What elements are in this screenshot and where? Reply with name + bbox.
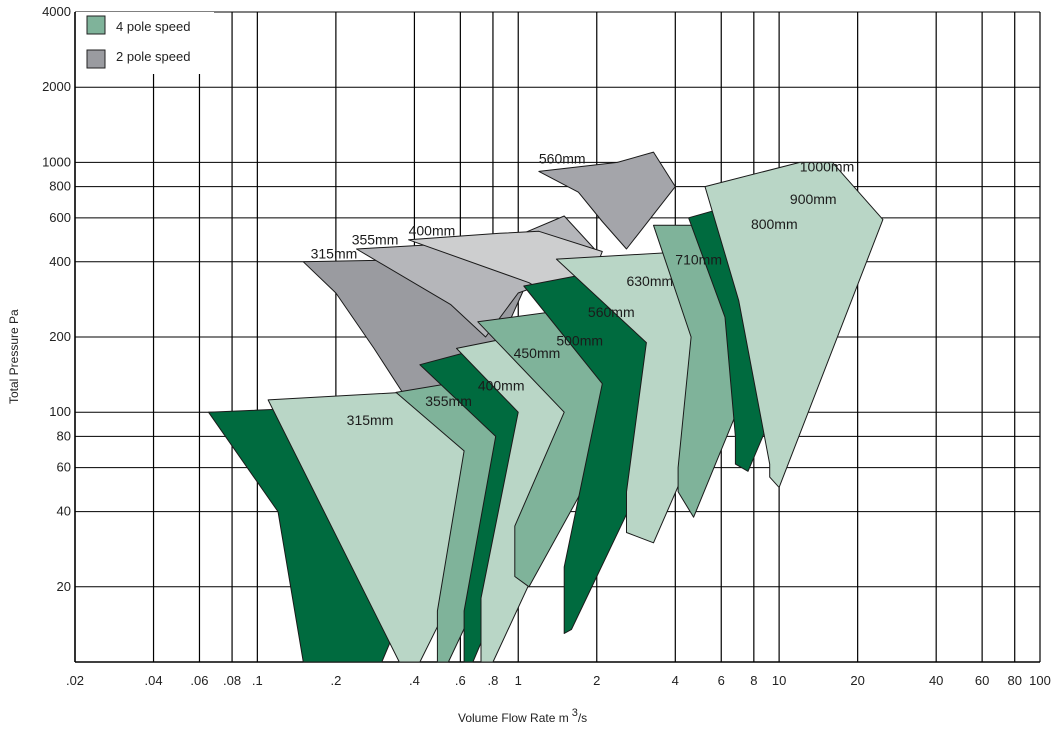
y-tick-label-40: 40 [57, 504, 71, 519]
x-tick-label-60: 60 [975, 673, 989, 688]
x-tick-label-8: .8 [488, 673, 499, 688]
x-tick-label-6: 6 [718, 673, 725, 688]
label-4-pole-speed-630mm: 630mm [626, 273, 673, 289]
label-4-pole-speed-450mm: 450mm [514, 345, 561, 361]
y-tick-label-4000: 4000 [42, 4, 71, 19]
x-tick-label-02: .02 [66, 673, 84, 688]
x-tick-label-4: .4 [409, 673, 420, 688]
label-2-pole-speed-315mm: 315mm [311, 246, 358, 262]
x-axis-title-superscript: 3 [572, 707, 578, 719]
legend-label-4-pole: 4 pole speed [116, 19, 190, 34]
label-4-pole-speed-1000mm: 1000mm [800, 158, 854, 174]
x-tick-label-1: .1 [252, 673, 263, 688]
legend-swatch-2-pole [86, 49, 106, 69]
x-axis-title: Volume Flow Rate m 3/s [458, 707, 587, 725]
legend-label-2-pole: 2 pole speed [116, 49, 190, 64]
legend: 4 pole speed 2 pole speed [76, 12, 214, 74]
label-2-pole-speed-400mm: 400mm [409, 222, 456, 238]
x-tick-label-10: 10 [772, 673, 786, 688]
performance-areas [208, 151, 884, 663]
label-4-pole-speed-900mm: 900mm [790, 191, 837, 207]
label-4-pole-speed-400mm: 400mm [478, 378, 525, 394]
x-axis-title-suffix: /s [578, 711, 587, 725]
x-tick-label-8: 8 [750, 673, 757, 688]
y-tick-label-60: 60 [57, 460, 71, 475]
y-tick-label-800: 800 [49, 179, 71, 194]
area-4-pole-speed-1000mm [704, 161, 884, 488]
x-tick-label-100: 100 [1029, 673, 1051, 688]
area-2-pole-speed-560mm [538, 151, 676, 250]
label-4-pole-speed-315mm: 315mm [347, 412, 394, 428]
x-tick-label-4: 4 [672, 673, 679, 688]
x-tick-label-06: .06 [190, 673, 208, 688]
y-tick-label-100: 100 [49, 404, 71, 419]
y-tick-label-200: 200 [49, 329, 71, 344]
y-tick-label-20: 20 [57, 579, 71, 594]
y-tick-labels: 20 40 60 80 100 200 400 600 800 1000 2000 4000 [42, 4, 71, 594]
y-tick-label-80: 80 [57, 428, 71, 443]
x-tick-label-1: 1 [515, 673, 522, 688]
y-tick-label-2000: 2000 [42, 79, 71, 94]
x-tick-label-80: 80 [1007, 673, 1021, 688]
x-tick-label-04: .04 [144, 673, 162, 688]
label-2-pole-speed-560mm: 560mm [539, 150, 586, 166]
y-tick-label-600: 600 [49, 210, 71, 225]
legend-swatch-4-pole [86, 15, 106, 35]
x-tick-label-08: .08 [223, 673, 241, 688]
label-4-pole-speed-355mm: 355mm [425, 393, 472, 409]
y-tick-label-400: 400 [49, 254, 71, 269]
x-tick-labels: .02 .04 .06 .08 .1 .2 .4 .6 .8 1 2 4 6 8 10 20 40 60 80 100 [66, 673, 1051, 688]
label-4-pole-speed-560mm: 560mm [588, 304, 635, 320]
y-axis-title: Total Pressure Pa [7, 309, 21, 404]
x-tick-label-2: .2 [330, 673, 341, 688]
label-4-pole-speed-800mm: 800mm [751, 216, 798, 232]
x-tick-label-6: .6 [455, 673, 466, 688]
y-tick-label-1000: 1000 [42, 154, 71, 169]
x-tick-label-2: 2 [593, 673, 600, 688]
x-tick-label-20: 20 [850, 673, 864, 688]
x-axis-title-main: Volume Flow Rate m [458, 711, 569, 725]
label-4-pole-speed-710mm: 710mm [675, 252, 722, 268]
x-tick-label-40: 40 [929, 673, 943, 688]
label-4-pole-speed-500mm: 500mm [556, 332, 603, 348]
label-2-pole-speed-355mm: 355mm [352, 231, 399, 247]
